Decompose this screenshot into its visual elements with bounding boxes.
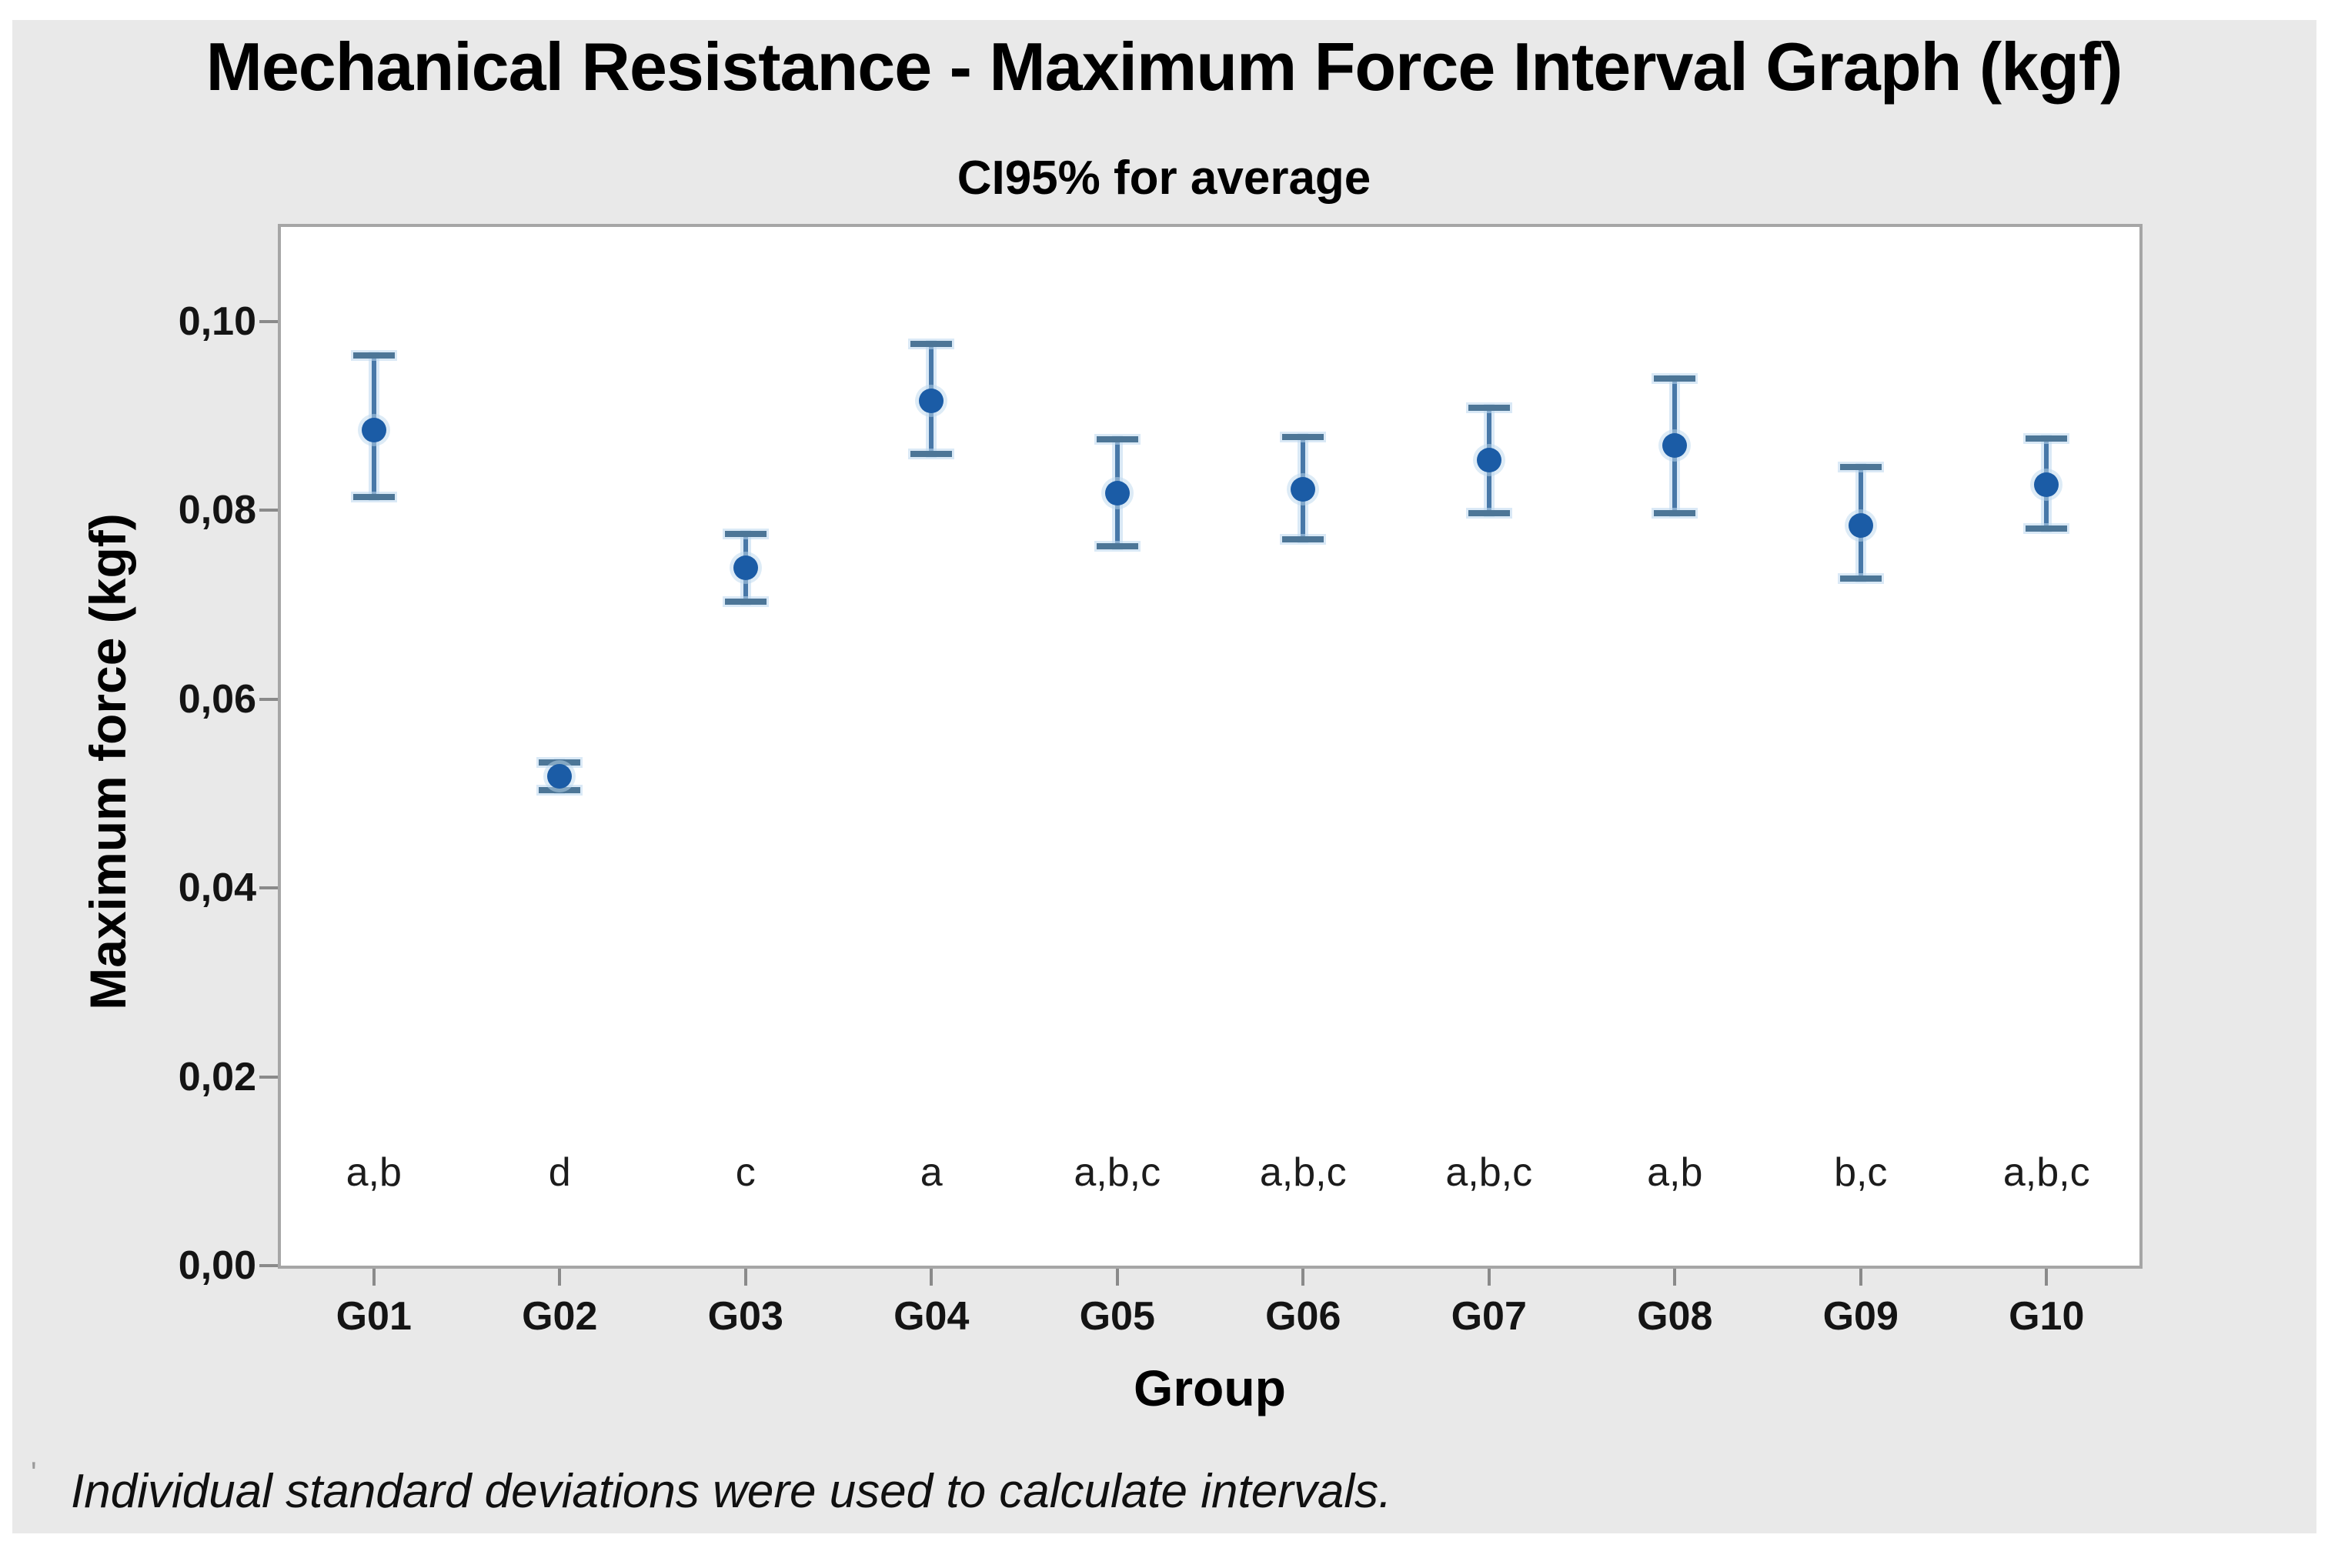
x-tick-label: G04	[893, 1294, 970, 1339]
footnote-marker: '	[31, 1456, 37, 1490]
x-tick-mark	[743, 1269, 747, 1286]
x-tick-label: G03	[707, 1294, 783, 1339]
y-tick-label: 0,06	[178, 676, 256, 722]
y-tick-label: 0,00	[178, 1243, 256, 1288]
group-letters: a,b,c	[1259, 1150, 1347, 1195]
x-tick-label: G08	[1637, 1294, 1713, 1339]
error-bar-cap-bottom	[1096, 543, 1138, 550]
x-tick-label: G10	[2009, 1294, 2085, 1339]
mean-marker	[547, 764, 573, 789]
error-bar-cap-top	[1654, 375, 1696, 382]
group-letters: a,b	[1647, 1150, 1703, 1195]
error-bar-cap-bottom	[2026, 525, 2068, 532]
y-tick-label: 0,02	[178, 1054, 256, 1099]
mean-marker	[919, 388, 944, 413]
error-bar-cap-bottom	[539, 786, 581, 793]
y-tick-mark	[259, 509, 278, 512]
error-bar-cap-top	[2026, 435, 2068, 442]
mean-marker	[1104, 481, 1130, 506]
y-tick-label: 0,04	[178, 866, 256, 911]
footnote-text: Individual standard deviations were used…	[71, 1465, 1392, 1518]
error-bar-cap-bottom	[1282, 536, 1324, 543]
mean-marker	[1476, 448, 1501, 473]
plot-area	[278, 224, 2143, 1269]
mean-marker	[1291, 477, 1316, 502]
x-tick-label: G02	[522, 1294, 598, 1339]
group-letters: a,b,c	[1074, 1150, 1161, 1195]
x-tick-label: G01	[336, 1294, 412, 1339]
mean-marker	[1662, 432, 1688, 458]
x-tick-mark	[1859, 1269, 1862, 1286]
x-tick-label: G09	[1822, 1294, 1899, 1339]
error-bar-cap-top	[539, 759, 581, 766]
mean-marker	[2034, 472, 2059, 498]
group-letters: a,b,c	[2002, 1150, 2090, 1195]
x-tick-mark	[372, 1269, 376, 1286]
error-bar-cap-bottom	[910, 450, 953, 457]
mean-marker	[361, 417, 386, 442]
group-letters: a,b,c	[1445, 1150, 1533, 1195]
x-tick-mark	[1673, 1269, 1677, 1286]
error-bar-cap-bottom	[1654, 510, 1696, 517]
error-bar-cap-top	[1282, 434, 1324, 441]
error-bar-cap-top	[1096, 435, 1138, 442]
error-bar-cap-bottom	[352, 494, 395, 501]
group-letters: d	[548, 1150, 571, 1195]
y-tick-mark	[259, 697, 278, 701]
error-bar-cap-top	[724, 530, 767, 537]
group-letters: c	[735, 1150, 756, 1195]
x-tick-mark	[1487, 1269, 1491, 1286]
y-tick-label: 0,10	[178, 299, 256, 344]
x-tick-label: G07	[1451, 1294, 1527, 1339]
mean-marker	[1848, 512, 1873, 538]
chart-subtitle: CI95% for average	[957, 152, 1371, 205]
x-tick-mark	[1301, 1269, 1305, 1286]
x-axis-title: Group	[1134, 1359, 1286, 1416]
error-bar-cap-top	[910, 340, 953, 347]
y-tick-mark	[259, 1264, 278, 1267]
y-tick-label: 0,08	[178, 488, 256, 533]
group-letters: b,c	[1834, 1150, 1888, 1195]
error-bar-cap-top	[1839, 463, 1882, 470]
x-tick-mark	[2045, 1269, 2049, 1286]
x-tick-label: G05	[1079, 1294, 1155, 1339]
error-bar-cap-top	[1468, 405, 1510, 412]
group-letters: a	[920, 1150, 943, 1195]
x-tick-mark	[930, 1269, 934, 1286]
error-bar-cap-bottom	[1468, 510, 1510, 517]
error-bar-cap-bottom	[1839, 575, 1882, 582]
error-bar-cap-bottom	[724, 599, 767, 606]
error-bar-cap-top	[352, 352, 395, 359]
x-tick-mark	[1115, 1269, 1119, 1286]
x-tick-mark	[558, 1269, 562, 1286]
y-tick-mark	[259, 1075, 278, 1079]
chart-title: Mechanical Resistance - Maximum Force In…	[205, 28, 2123, 105]
mean-marker	[733, 555, 758, 581]
y-tick-mark	[259, 886, 278, 890]
y-tick-mark	[259, 319, 278, 323]
x-tick-label: G06	[1265, 1294, 1341, 1339]
group-letters: a,b	[346, 1150, 402, 1195]
